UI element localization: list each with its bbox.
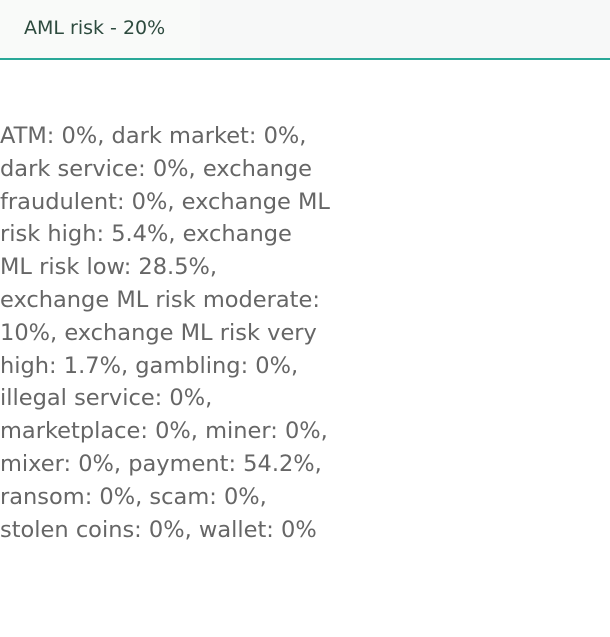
tab-aml-risk[interactable]: AML risk - 20%: [0, 0, 200, 58]
tab-bar: AML risk - 20%: [0, 0, 610, 60]
aml-risk-breakdown: ATM: 0%, dark market: 0%, dark service: …: [0, 123, 330, 543]
tab-aml-risk-label: AML risk - 20%: [24, 17, 166, 39]
